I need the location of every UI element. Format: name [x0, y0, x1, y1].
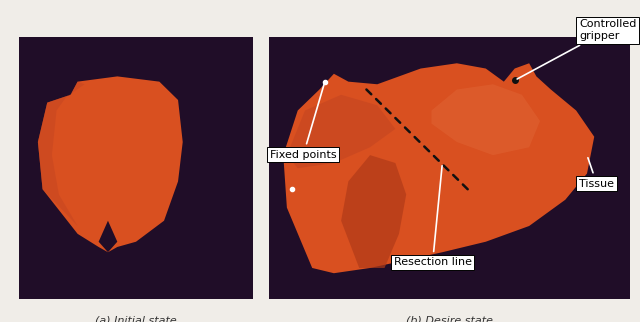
FancyBboxPatch shape — [19, 37, 253, 299]
Polygon shape — [431, 84, 540, 155]
FancyBboxPatch shape — [269, 37, 630, 299]
Polygon shape — [38, 76, 183, 252]
Text: Controlled
gripper: Controlled gripper — [517, 19, 637, 79]
Polygon shape — [99, 221, 117, 252]
Text: (a) Initial state: (a) Initial state — [95, 316, 177, 322]
Text: (b) Desire state: (b) Desire state — [406, 316, 493, 322]
Polygon shape — [284, 63, 594, 273]
Polygon shape — [341, 155, 406, 268]
Polygon shape — [38, 82, 84, 226]
Polygon shape — [287, 95, 396, 168]
Text: Fixed points: Fixed points — [270, 84, 337, 160]
Text: Tissue: Tissue — [579, 158, 614, 189]
Text: Resection line: Resection line — [394, 166, 472, 268]
